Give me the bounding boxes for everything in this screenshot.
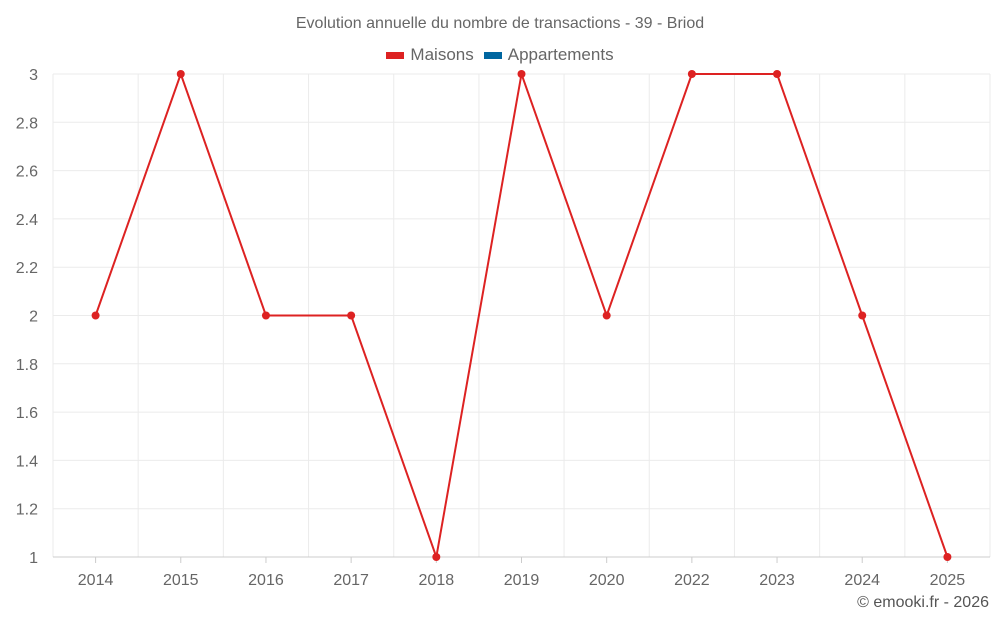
y-tick-label: 2 xyxy=(29,309,38,326)
y-tick-label: 1 xyxy=(29,550,38,567)
x-tick-label: 2014 xyxy=(78,572,114,589)
data-point xyxy=(432,553,441,561)
x-tick-label: 2019 xyxy=(504,572,540,589)
data-point xyxy=(602,311,611,320)
y-tick-label: 1.6 xyxy=(16,405,38,422)
data-point xyxy=(943,553,952,561)
legend-swatch xyxy=(483,51,502,59)
y-tick-label: 2.8 xyxy=(16,115,38,132)
credit: © emooki.fr - 2026 xyxy=(857,594,989,611)
y-tick-label: 2.2 xyxy=(16,260,38,277)
y-tick-label: 3 xyxy=(29,67,38,84)
y-tick-label: 1.2 xyxy=(16,502,38,519)
y-tick-label: 2.6 xyxy=(16,164,38,181)
data-point xyxy=(517,70,526,78)
data-point xyxy=(176,70,185,78)
chart-title: Evolution annuelle du nombre de transact… xyxy=(295,15,705,32)
legend-item-maisons[interactable]: Maisons xyxy=(386,45,474,65)
x-tick-label: 2022 xyxy=(674,572,710,589)
legend-item-appartements[interactable]: Appartements xyxy=(483,45,614,65)
x-tick-label: 2024 xyxy=(844,572,880,589)
x-tick-label: 2017 xyxy=(333,572,369,589)
x-tick-label: 2016 xyxy=(248,572,284,589)
data-point xyxy=(347,311,356,320)
data-point xyxy=(91,311,100,320)
data-point xyxy=(261,311,270,320)
y-tick-label: 2.4 xyxy=(16,212,38,229)
x-tick-label: 2015 xyxy=(163,572,199,589)
x-tick-label: 2020 xyxy=(589,572,625,589)
x-tick-label: 2025 xyxy=(930,572,966,589)
legend-swatch xyxy=(386,51,405,59)
legend: Maisons Appartements xyxy=(0,45,1000,65)
legend-label: Maisons xyxy=(410,45,474,64)
legend-label: Appartements xyxy=(507,45,614,64)
x-tick-label: 2018 xyxy=(419,572,455,589)
data-point xyxy=(858,311,867,320)
y-tick-label: 1.8 xyxy=(16,357,38,374)
y-tick-label: 1.4 xyxy=(16,453,38,470)
x-tick-label: 2023 xyxy=(759,572,795,589)
data-point xyxy=(687,70,696,78)
data-point xyxy=(773,70,782,78)
